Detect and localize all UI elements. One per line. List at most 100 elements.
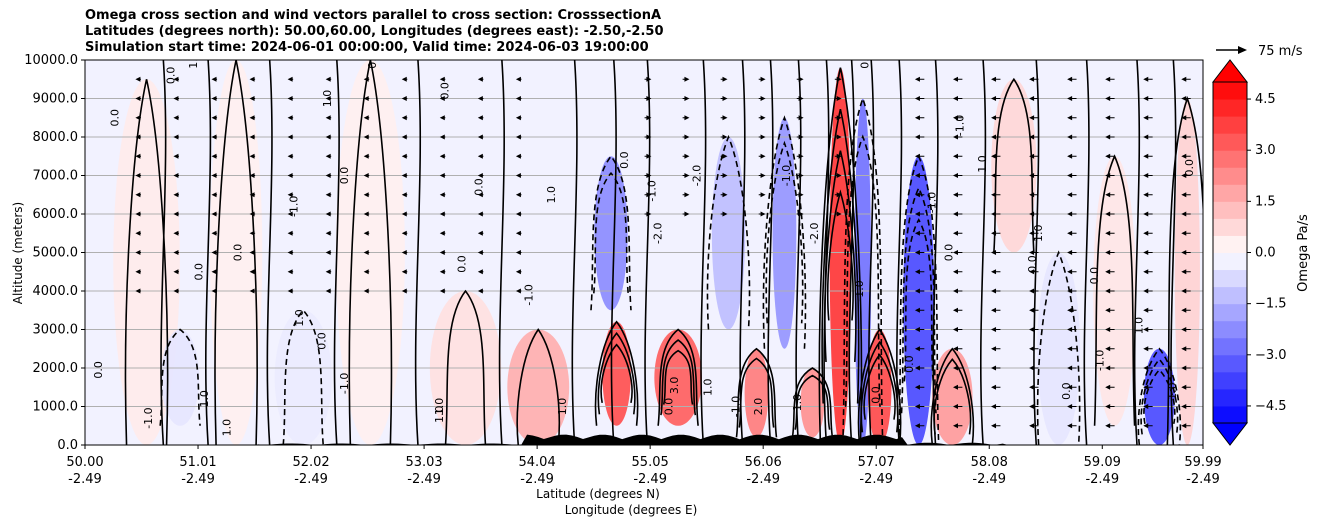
wind-vector-head bbox=[439, 153, 445, 159]
wind-vector-head bbox=[401, 230, 407, 236]
wind-vector-head bbox=[684, 115, 690, 121]
wind-vector-head bbox=[477, 230, 483, 236]
y-tick-label: 8000.0 bbox=[33, 130, 79, 145]
contour-label: -1.0 bbox=[954, 115, 967, 136]
colorbar-segment bbox=[1213, 184, 1247, 202]
wind-vector-head bbox=[1181, 192, 1187, 198]
wind-vector-head bbox=[211, 269, 217, 275]
zero-contour-line bbox=[896, 60, 903, 445]
wind-vector-head bbox=[515, 153, 521, 159]
contour-line bbox=[900, 186, 937, 414]
wind-vector-head bbox=[363, 288, 369, 294]
x-tick-label-lat: 57.07 bbox=[858, 455, 895, 470]
wind-vector-head bbox=[1105, 96, 1111, 101]
wind-vector-head bbox=[914, 423, 920, 429]
wind-vector-head bbox=[439, 230, 445, 236]
colorbar-segment bbox=[1213, 354, 1247, 373]
wind-vector-head bbox=[914, 327, 920, 332]
contour-line bbox=[933, 358, 972, 435]
wind-vector-head bbox=[1143, 288, 1149, 294]
wind-vector-head bbox=[1067, 404, 1073, 409]
wind-vector-head bbox=[952, 269, 958, 275]
wind-vector-head bbox=[952, 230, 958, 236]
y-tick-label: 1000.0 bbox=[33, 400, 79, 415]
x-axis: 50.00 -2.49 51.01 -2.49 52.02 -2.49 53.03 -2.49… bbox=[66, 445, 1222, 487]
wind-vector-head bbox=[477, 96, 483, 101]
colorbar-segment bbox=[1213, 133, 1247, 151]
wind-vector-head bbox=[646, 76, 652, 82]
contour-line bbox=[348, 60, 393, 445]
wind-vector-head bbox=[684, 76, 690, 82]
wind-vector-head bbox=[135, 134, 141, 140]
terrain-layer bbox=[85, 434, 1203, 445]
wind-vector-head bbox=[1029, 384, 1035, 390]
y-tick-label: 2000.0 bbox=[33, 361, 79, 376]
wind-vector-head bbox=[1143, 192, 1149, 198]
zero-contour-line bbox=[767, 60, 774, 445]
wind-vector-head bbox=[1143, 307, 1149, 313]
contour-line bbox=[857, 328, 902, 445]
wind-vector-head bbox=[135, 115, 141, 121]
reference-vector-label: 75 m/s bbox=[1258, 44, 1303, 59]
wind-vector-head bbox=[1029, 115, 1035, 121]
wind-vector-head bbox=[515, 211, 521, 217]
wind-vector-head bbox=[439, 173, 445, 178]
wind-vector-head bbox=[1067, 230, 1073, 236]
wind-vector-head bbox=[760, 153, 766, 159]
wind-vector-head bbox=[173, 192, 179, 198]
wind-vector-head bbox=[211, 173, 217, 178]
wind-vector-head bbox=[325, 269, 331, 275]
wind-vector-head bbox=[914, 250, 920, 255]
x-tick-label-lat: 55.05 bbox=[632, 455, 669, 470]
wind-vector-head bbox=[646, 115, 652, 121]
wind-vector-head bbox=[914, 96, 920, 101]
wind-vector-head bbox=[211, 134, 217, 140]
wind-vector-head bbox=[1181, 230, 1187, 236]
wind-vector-head bbox=[684, 153, 690, 159]
wind-vector-head bbox=[477, 211, 483, 217]
wind-vector-head bbox=[477, 269, 483, 275]
wind-vector-head bbox=[363, 211, 369, 217]
wind-vector-head bbox=[211, 96, 217, 101]
wind-vector-head bbox=[287, 269, 293, 275]
omega-cell bbox=[1037, 252, 1081, 445]
contour-line bbox=[794, 374, 831, 430]
wind-vector-head bbox=[135, 96, 141, 101]
wind-vector-head bbox=[836, 173, 842, 178]
contour-label: 1.0 bbox=[198, 390, 211, 408]
wind-vector-head bbox=[401, 269, 407, 275]
wind-vector-head bbox=[439, 250, 445, 255]
wind-vector-head bbox=[1143, 230, 1149, 236]
wind-vector-head bbox=[401, 250, 407, 255]
wind-vector-head bbox=[135, 76, 141, 82]
omega-cell bbox=[602, 321, 631, 426]
wind-vector-head bbox=[211, 288, 217, 294]
colorbar-label: Omega Pa/s bbox=[1296, 214, 1311, 292]
wind-vector-head bbox=[325, 288, 331, 294]
wind-vector-head bbox=[477, 250, 483, 255]
wind-vector-head bbox=[991, 327, 997, 332]
wind-vector-head bbox=[211, 115, 217, 121]
wind-vector-head bbox=[401, 192, 407, 198]
contour-line bbox=[844, 134, 881, 407]
wind-vector-head bbox=[249, 173, 255, 178]
contour-label: 0.0 bbox=[1026, 255, 1039, 273]
wind-vector-head bbox=[401, 153, 407, 159]
wind-vector-head bbox=[991, 173, 997, 178]
wind-vector-head bbox=[722, 173, 728, 178]
wind-vector-head bbox=[914, 211, 920, 217]
contour-label: 0.0 bbox=[903, 355, 916, 373]
wind-vector-head bbox=[722, 192, 728, 198]
wind-vector-head bbox=[991, 153, 997, 159]
wind-vector-head bbox=[1029, 269, 1035, 275]
wind-vector-head bbox=[1067, 153, 1073, 159]
contour-label: 1.0 bbox=[187, 51, 200, 69]
wind-vector-head bbox=[1105, 230, 1111, 236]
wind-vector-head bbox=[1029, 250, 1035, 255]
omega-cell bbox=[711, 137, 746, 330]
wind-vector-head bbox=[515, 76, 521, 82]
wind-vector-head bbox=[249, 115, 255, 121]
wind-vector-head bbox=[515, 192, 521, 198]
wind-vector-head bbox=[477, 115, 483, 121]
wind-vector-head bbox=[325, 76, 331, 82]
